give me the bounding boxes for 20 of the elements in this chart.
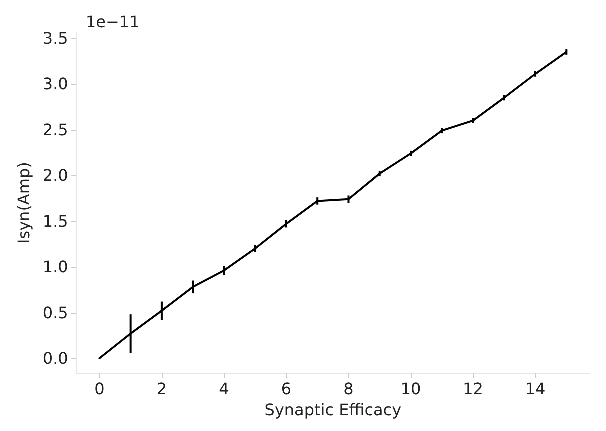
x-tick-label: 6 xyxy=(281,380,292,399)
y-tick-label: 0.5 xyxy=(42,303,68,322)
line-series xyxy=(98,51,568,360)
x-tick-label: 12 xyxy=(463,380,484,399)
y-tick-label: 3.5 xyxy=(42,28,68,48)
y-tick-label: 0.0 xyxy=(42,348,68,368)
x-tick-label: 8 xyxy=(344,380,354,399)
y-tick-label: 1.5 xyxy=(42,212,68,231)
x-tick-label: 0 xyxy=(94,380,105,399)
x-tick-label: 10 xyxy=(400,380,422,399)
x-axis-title: Synaptic Efficacy xyxy=(264,400,402,420)
y-tick-label: 2.0 xyxy=(42,166,68,186)
x-tick-label: 2 xyxy=(156,380,168,399)
text: 1e−11 xyxy=(86,12,140,32)
x-tick-label: 14 xyxy=(525,380,546,399)
y-tick-label: 3.0 xyxy=(42,74,68,94)
y-axis-title: Isyn(Amp) xyxy=(14,162,34,244)
y-tick-label: 2.5 xyxy=(42,120,68,140)
y-tick-label: 1.0 xyxy=(42,258,68,277)
x-tick-label: 4 xyxy=(219,380,230,399)
